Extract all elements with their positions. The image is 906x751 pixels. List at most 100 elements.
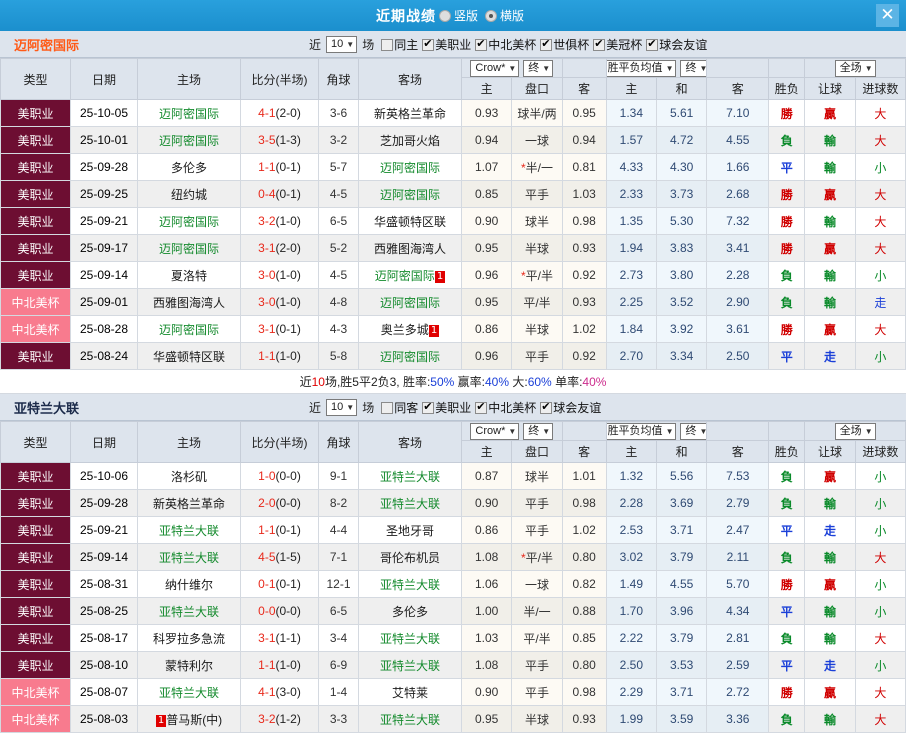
- cell-home-team[interactable]: 迈阿密国际: [137, 99, 241, 127]
- table-row[interactable]: 美职业 25-09-14 亚特兰大联 4-5(1-5) 7-1 哥伦布机员 1.08 *平/半…: [0, 543, 906, 571]
- cell-home-team[interactable]: 迈阿密国际: [137, 234, 241, 262]
- cell-away-team[interactable]: 亚特兰大联: [358, 705, 462, 733]
- scope-select[interactable]: 全场 ▼: [834, 59, 876, 77]
- league-checkbox-4[interactable]: [646, 37, 659, 51]
- cell-away-team[interactable]: 新英格兰革命: [358, 99, 462, 127]
- cell-home-team[interactable]: 亚特兰大联: [137, 678, 241, 706]
- league-label-2[interactable]: 球会友谊: [553, 400, 602, 415]
- cell-away-team[interactable]: 艾特莱: [358, 678, 462, 706]
- cell-away-team[interactable]: 芝加哥火焰: [358, 126, 462, 154]
- cell-home-team[interactable]: 洛杉矶: [137, 462, 241, 490]
- same-side-checkbox[interactable]: [381, 401, 394, 414]
- cell-away-team[interactable]: 迈阿密国际: [358, 342, 462, 370]
- league-label-3[interactable]: 美冠杯: [606, 37, 643, 52]
- cell-home-team[interactable]: 西雅图海湾人: [137, 288, 241, 316]
- cell-home-team[interactable]: 纳什维尔: [137, 570, 241, 598]
- cell-away-team[interactable]: 亚特兰大联: [358, 651, 462, 679]
- cell-away-team[interactable]: 圣地牙哥: [358, 516, 462, 544]
- table-row[interactable]: 美职业 25-08-25 亚特兰大联 0-0(0-0) 6-5 多伦多 1.00 半/一 0.8…: [0, 597, 906, 625]
- league-checkbox-1[interactable]: [475, 400, 488, 414]
- wld-time-select[interactable]: 终 ▼: [680, 59, 706, 77]
- same-side-label[interactable]: 同主: [394, 37, 419, 52]
- cell-away-team[interactable]: 亚特兰大联: [358, 462, 462, 490]
- cell-home-team[interactable]: 华盛顿特区联: [137, 342, 241, 370]
- cell-home-team[interactable]: 科罗拉多急流: [137, 624, 241, 652]
- table-row[interactable]: 美职业 25-08-10 蒙特利尔 1-1(1-0) 6-9 亚特兰大联 1.08 平手 0.8…: [0, 651, 906, 679]
- cell-home-team[interactable]: 亚特兰大联: [137, 597, 241, 625]
- league-checkbox-2[interactable]: [540, 37, 553, 51]
- view-mode-vertical[interactable]: 竖版: [438, 7, 484, 24]
- cell-away-team[interactable]: 哥伦布机员: [358, 543, 462, 571]
- table-row[interactable]: 中北美杯 25-08-03 1 普马斯(中) 3-2(1-2) 3-3 亚特兰大联 0.95 半…: [0, 705, 906, 733]
- cell-away-team[interactable]: 迈阿密国际: [358, 180, 462, 208]
- cell-away-team[interactable]: 西雅图海湾人: [358, 234, 462, 262]
- table-row[interactable]: 美职业 25-09-28 多伦多 1-1(0-1) 5-7 迈阿密国际 1.07 *半/一 0.…: [0, 153, 906, 181]
- league-label-4[interactable]: 球会友谊: [659, 37, 708, 52]
- same-side-label[interactable]: 同客: [394, 400, 419, 415]
- table-row[interactable]: 美职业 25-09-17 迈阿密国际 3-1(2-0) 5-2 西雅图海湾人 0.95 半球 0…: [0, 234, 906, 262]
- cell-home-team[interactable]: 迈阿密国际: [137, 126, 241, 154]
- league-checkbox-0[interactable]: [422, 37, 435, 51]
- cell-away-team[interactable]: 亚特兰大联: [358, 570, 462, 598]
- wld-type-select[interactable]: 胜平负均值 ▼: [607, 422, 677, 440]
- table-row[interactable]: 中北美杯 25-08-28 迈阿密国际 3-1(0-1) 4-3 奥兰多城 1 0.86 半球 1…: [0, 315, 906, 343]
- cell-away-team[interactable]: 奥兰多城 1: [358, 315, 462, 343]
- close-icon[interactable]: ✕: [876, 4, 899, 27]
- odds-provider-select[interactable]: Crow* ▼: [470, 59, 520, 77]
- league-label-1[interactable]: 中北美杯: [488, 37, 537, 52]
- league-label-2[interactable]: 世俱杯: [553, 37, 590, 52]
- league-checkbox-0[interactable]: [422, 400, 435, 414]
- table-row[interactable]: 美职业 25-08-31 纳什维尔 0-1(0-1) 12-1 亚特兰大联 1.06 一球 0.…: [0, 570, 906, 598]
- view-mode-horizontal[interactable]: 横版: [484, 7, 530, 24]
- scope-select[interactable]: 全场 ▼: [834, 422, 876, 440]
- table-row[interactable]: 美职业 25-10-05 迈阿密国际 4-1(2-0) 3-6 新英格兰革命 0.93 球半/…: [0, 99, 906, 127]
- odds-time-select[interactable]: 终 ▼: [523, 59, 554, 77]
- cell-home-team[interactable]: 迈阿密国际: [137, 207, 241, 235]
- cell-home-team[interactable]: 1 普马斯(中): [137, 705, 241, 733]
- cell-home-team[interactable]: 纽约城: [137, 180, 241, 208]
- cell-home-team[interactable]: 多伦多: [137, 153, 241, 181]
- cell-home-team[interactable]: 亚特兰大联: [137, 516, 241, 544]
- cell-away-team[interactable]: 多伦多: [358, 597, 462, 625]
- table-row[interactable]: 中北美杯 25-08-07 亚特兰大联 4-1(3-0) 1-4 艾特莱 0.90 平手 0.9…: [0, 678, 906, 706]
- cell-away-team[interactable]: 迈阿密国际 1: [358, 261, 462, 289]
- cell-goals-result: 小: [854, 489, 906, 517]
- cell-home-team[interactable]: 亚特兰大联: [137, 543, 241, 571]
- league-label-0[interactable]: 美职业: [435, 37, 472, 52]
- cell-away-team[interactable]: 亚特兰大联: [358, 624, 462, 652]
- odds-time-select[interactable]: 终 ▼: [523, 422, 554, 440]
- match-count-select[interactable]: 10 ▼: [326, 398, 358, 416]
- league-checkbox-3[interactable]: [593, 37, 606, 51]
- league-label-0[interactable]: 美职业: [435, 400, 472, 415]
- cell-score: 3-1(0-1): [240, 315, 319, 343]
- radio-checked-icon[interactable]: [485, 9, 497, 22]
- same-side-checkbox[interactable]: [381, 38, 394, 51]
- table-row[interactable]: 美职业 25-09-21 亚特兰大联 1-1(0-1) 4-4 圣地牙哥 0.86 平手 1.0…: [0, 516, 906, 544]
- table-row[interactable]: 美职业 25-10-01 迈阿密国际 3-5(1-3) 3-2 芝加哥火焰 0.94 一球 0.…: [0, 126, 906, 154]
- cell-away-team[interactable]: 亚特兰大联: [358, 489, 462, 517]
- cell-home-team[interactable]: 蒙特利尔: [137, 651, 241, 679]
- cell-wld-draw: 4.30: [655, 153, 708, 181]
- table-row[interactable]: 美职业 25-10-06 洛杉矶 1-0(0-0) 9-1 亚特兰大联 0.87 球半 1.01…: [0, 462, 906, 490]
- wld-type-select[interactable]: 胜平负均值 ▼: [607, 59, 677, 77]
- cell-away-team[interactable]: 迈阿密国际: [358, 153, 462, 181]
- table-row[interactable]: 美职业 25-09-28 新英格兰革命 2-0(0-0) 8-2 亚特兰大联 0.90 平手 0…: [0, 489, 906, 517]
- league-checkbox-2[interactable]: [540, 400, 553, 414]
- cell-home-team[interactable]: 夏洛特: [137, 261, 241, 289]
- cell-home-team[interactable]: 新英格兰革命: [137, 489, 241, 517]
- match-count-select[interactable]: 10 ▼: [326, 35, 358, 53]
- cell-home-team[interactable]: 迈阿密国际: [137, 315, 241, 343]
- table-row[interactable]: 美职业 25-08-24 华盛顿特区联 1-1(1-0) 5-8 迈阿密国际 0.96 平手 0…: [0, 342, 906, 370]
- table-row[interactable]: 中北美杯 25-09-01 西雅图海湾人 3-0(1-0) 4-8 迈阿密国际 0.95 平/…: [0, 288, 906, 316]
- cell-away-team[interactable]: 华盛顿特区联: [358, 207, 462, 235]
- table-row[interactable]: 美职业 25-09-25 纽约城 0-4(0-1) 4-5 迈阿密国际 0.85 平手 1.03…: [0, 180, 906, 208]
- table-row[interactable]: 美职业 25-08-17 科罗拉多急流 3-1(1-1) 3-4 亚特兰大联 1.03 平/半…: [0, 624, 906, 652]
- odds-provider-select[interactable]: Crow* ▼: [470, 422, 520, 440]
- radio-unchecked-icon[interactable]: [438, 9, 451, 22]
- table-row[interactable]: 美职业 25-09-14 夏洛特 3-0(1-0) 4-5 迈阿密国际 1 0.96 *平/半 0…: [0, 261, 906, 289]
- table-row[interactable]: 美职业 25-09-21 迈阿密国际 3-2(1-0) 6-5 华盛顿特区联 0.90 球半 0…: [0, 207, 906, 235]
- league-label-1[interactable]: 中北美杯: [488, 400, 537, 415]
- league-checkbox-1[interactable]: [475, 37, 488, 51]
- cell-away-team[interactable]: 迈阿密国际: [358, 288, 462, 316]
- wld-time-select[interactable]: 终 ▼: [680, 422, 706, 440]
